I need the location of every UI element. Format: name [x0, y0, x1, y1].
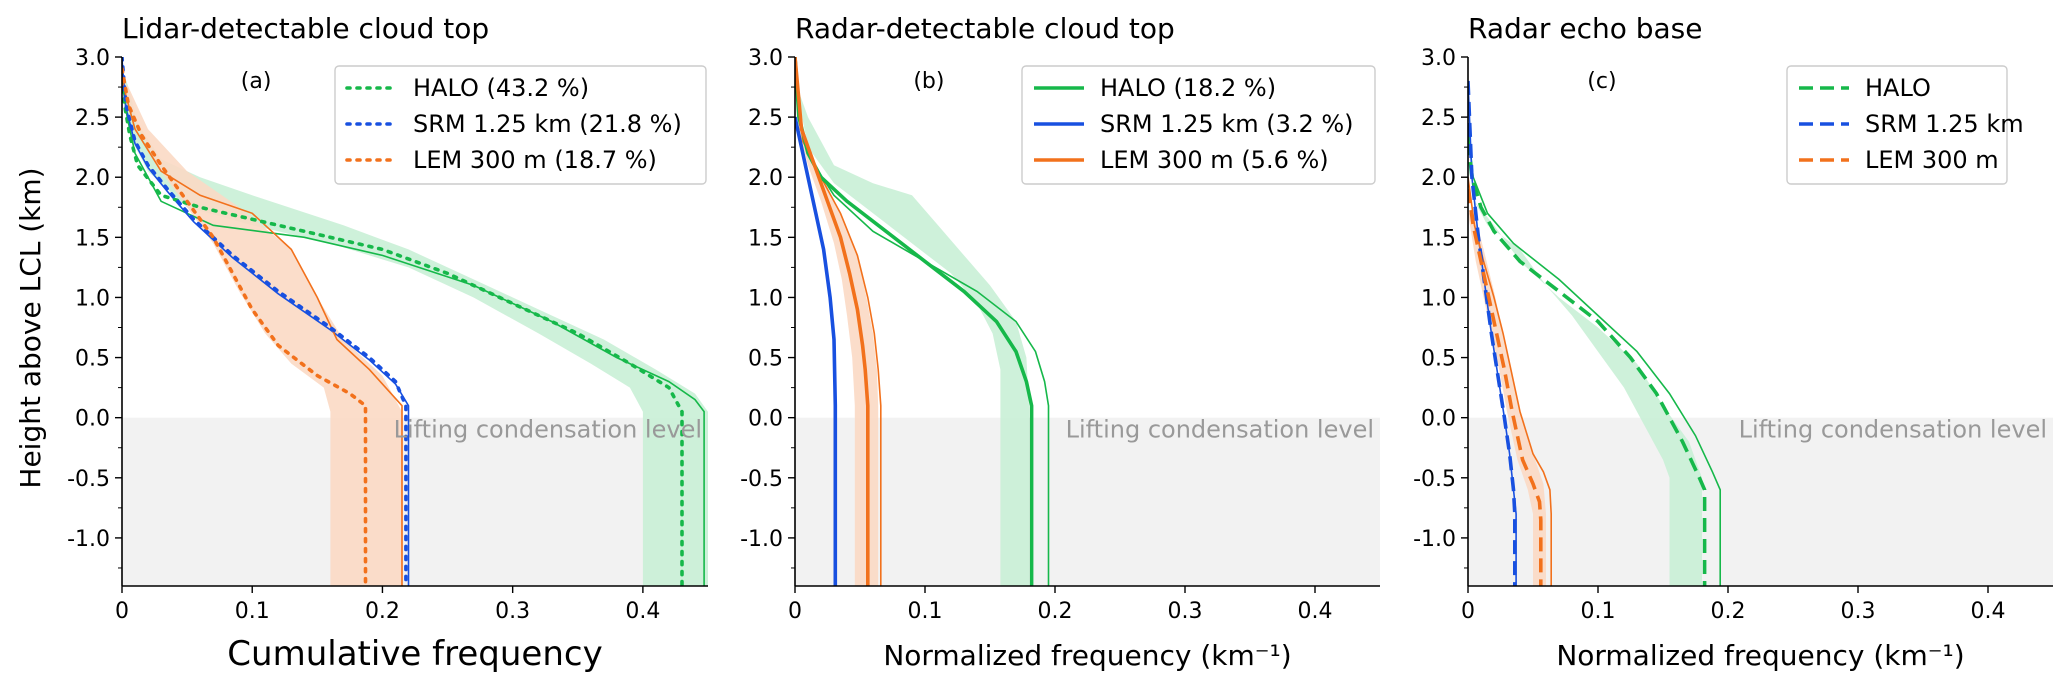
- x-tick-label: 0.1: [235, 599, 270, 624]
- y-tick-label: 0.5: [1421, 347, 1456, 372]
- lcl-band: [1468, 417, 2053, 586]
- x-tick-label: 0.2: [1038, 599, 1073, 624]
- x-tick-label: 0.1: [908, 599, 943, 624]
- y-tick-label: 0.0: [75, 407, 110, 432]
- y-axis-label: Height above LCL (km): [14, 167, 47, 488]
- x-axis-label: Cumulative frequency: [227, 634, 602, 674]
- series-line-srm: [1468, 80, 1517, 586]
- y-tick-label: 2.5: [1421, 106, 1456, 131]
- legend-frame: [1786, 65, 2008, 185]
- y-tick-label: -0.5: [1413, 467, 1456, 492]
- panel-title: Lidar-detectable cloud top: [122, 12, 489, 45]
- y-tick-label: 1.0: [75, 286, 110, 311]
- y-tick-label: 0.5: [748, 347, 783, 372]
- legend-label-halo: HALO (43.2 %): [413, 74, 589, 102]
- legend-label-srm: SRM 1.25 km (21.8 %): [413, 110, 682, 138]
- legend-label-srm: SRM 1.25 km (3.2 %): [1100, 110, 1354, 138]
- x-tick-label: 0.4: [1298, 599, 1333, 624]
- lcl-label: Lifting condensation level: [1066, 416, 1374, 444]
- y-tick-label: 2.5: [748, 106, 783, 131]
- legend: HALO (43.2 %) SRM 1.25 km (21.8 %) LEM 300…: [334, 65, 707, 185]
- y-tick-label: 2.0: [75, 166, 110, 191]
- series-line-halo: [1468, 141, 1707, 586]
- lcl-band: [122, 417, 708, 586]
- y-tick-label: -1.0: [1413, 527, 1456, 552]
- plot-area: [1468, 80, 2053, 586]
- x-tick-label: 0: [1461, 599, 1475, 624]
- uncertainty-band-halo: [1468, 189, 1702, 586]
- y-tick-label: 1.5: [1421, 226, 1456, 251]
- series-line-lem: [1468, 189, 1543, 586]
- thin-line-lem: [122, 80, 403, 586]
- y-tick-label: -1.0: [67, 527, 110, 552]
- x-tick-label: 0: [788, 599, 802, 624]
- legend-label-srm: SRM 1.25 km: [1865, 110, 2024, 138]
- series-line-srm: [795, 116, 838, 586]
- panel-letter: (b): [913, 69, 944, 94]
- y-tick-label: 2.5: [75, 106, 110, 131]
- lcl-label: Lifting condensation level: [1739, 416, 2047, 444]
- series-line-lem: [795, 57, 870, 586]
- y-tick-label: 1.5: [748, 226, 783, 251]
- y-tick-label: -0.5: [740, 467, 783, 492]
- panel-b: Lifting condensation level -1.0 -0.5 0.0 0.5…: [740, 12, 1380, 672]
- x-tick-label: 0.4: [625, 599, 660, 624]
- legend-label-lem: LEM 300 m (5.6 %): [1100, 146, 1329, 174]
- series-line-srm: [122, 57, 408, 586]
- y-tick-label: 2.0: [1421, 166, 1456, 191]
- y-tick-label: -1.0: [740, 527, 783, 552]
- panel-a: Lifting condensation level -1.0 -0.5 0.0 0.5…: [67, 12, 708, 674]
- panel-title: Radar echo base: [1468, 12, 1703, 45]
- legend-frame: [334, 65, 707, 185]
- y-tick-label: 3.0: [1421, 46, 1456, 71]
- plot-area: [122, 57, 708, 586]
- plot-area: [795, 57, 1380, 586]
- x-tick-label: 0.3: [1168, 599, 1203, 624]
- legend-label-lem: LEM 300 m: [1865, 146, 1999, 174]
- lcl-band: [795, 417, 1380, 586]
- y-tick-label: 0.0: [1421, 407, 1456, 432]
- uncertainty-band-halo: [795, 81, 1029, 586]
- uncertainty-band-lem: [122, 81, 402, 586]
- legend: HALO SRM 1.25 km LEM 300 m: [1786, 65, 2024, 185]
- y-tick-label: 0.0: [748, 407, 783, 432]
- x-tick-label: 0: [115, 599, 129, 624]
- legend-frame: [1021, 65, 1376, 185]
- y-tick-label: 2.0: [748, 166, 783, 191]
- thin-line-halo: [122, 80, 705, 586]
- panel-title: Radar-detectable cloud top: [795, 12, 1175, 45]
- thin-line-srm: [122, 59, 410, 586]
- y-tick-label: 1.0: [748, 286, 783, 311]
- x-tick-label: 0.3: [495, 599, 530, 624]
- x-tick-label: 0.2: [1711, 599, 1746, 624]
- y-tick-label: 3.0: [748, 46, 783, 71]
- y-tick-label: 1.5: [75, 226, 110, 251]
- series-line-halo: [122, 67, 684, 586]
- x-tick-label: 0.3: [1841, 599, 1876, 624]
- legend-label-halo: HALO (18.2 %): [1100, 74, 1276, 102]
- x-axis-label: Normalized frequency (km⁻¹): [883, 639, 1291, 672]
- lcl-label: Lifting condensation level: [394, 416, 702, 444]
- x-tick-label: 0.4: [1971, 599, 2006, 624]
- panel-c: Lifting condensation level -1.0 -0.5 0.0 0.5…: [1413, 12, 2053, 672]
- x-tick-label: 0.1: [1581, 599, 1616, 624]
- x-tick-label: 0.2: [365, 599, 400, 624]
- y-tick-label: 1.0: [1421, 286, 1456, 311]
- legend: HALO (18.2 %) SRM 1.25 km (3.2 %) LEM 300 …: [1021, 65, 1376, 185]
- series-line-lem: [122, 67, 368, 586]
- thin-line-halo: [1468, 129, 1721, 586]
- legend-label-lem: LEM 300 m (18.7 %): [413, 146, 657, 174]
- y-tick-label: 3.0: [75, 46, 110, 71]
- uncertainty-band-lem: [795, 117, 879, 586]
- y-tick-label: -0.5: [67, 467, 110, 492]
- y-tick-label: 0.5: [75, 347, 110, 372]
- panel-letter: (a): [241, 69, 272, 94]
- panel-letter: (c): [1587, 69, 1616, 94]
- x-axis-label: Normalized frequency (km⁻¹): [1556, 639, 1964, 672]
- series-line-halo: [795, 57, 1034, 586]
- uncertainty-band-halo: [122, 69, 708, 586]
- legend-label-halo: HALO: [1865, 74, 1931, 102]
